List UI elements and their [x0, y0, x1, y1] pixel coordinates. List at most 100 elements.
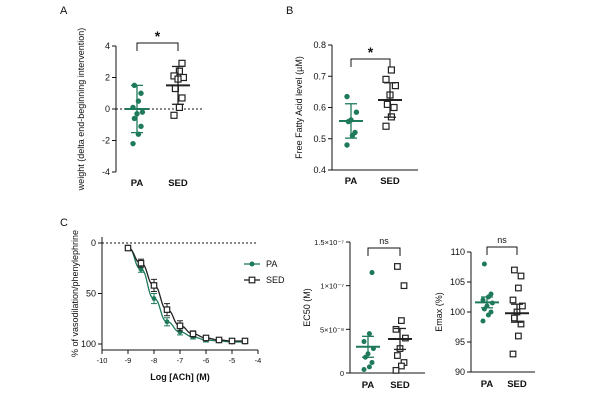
- x-tick-label: -4: [255, 356, 262, 365]
- data-point-sed: [387, 66, 395, 74]
- y-tick-label: 0.5: [313, 134, 326, 144]
- x-axis-title: Log [ACh] (M): [150, 372, 209, 382]
- category-label: PA: [481, 379, 494, 390]
- y-axis-title: Emax (%): [434, 292, 444, 332]
- series-line-pa: [127, 246, 245, 343]
- data-point-sed: [382, 75, 390, 83]
- x-tick-label: -6: [203, 356, 210, 365]
- data-point-sed: [390, 103, 398, 112]
- legend-label-sed: SED: [266, 275, 285, 285]
- panel-c-ec50-chart: 0 5×10⁻⁸ 1×10⁻⁷ 1.5×10⁻⁷ EC50 (M) PA SED ns: [302, 236, 425, 391]
- data-point-pa: [151, 296, 157, 301]
- data-point-pa: [369, 270, 375, 276]
- data-point-sed: [215, 336, 223, 344]
- data-point-sed: [178, 59, 186, 67]
- data-point-sed: [124, 244, 132, 252]
- data-point-pa: [366, 331, 372, 337]
- data-point-sed: [518, 302, 526, 310]
- data-point-sed: [382, 122, 390, 130]
- category-label: SED: [507, 379, 527, 390]
- data-point-pa: [138, 123, 144, 130]
- data-point-sed: [137, 259, 145, 267]
- y-tick-label: 0: [91, 238, 96, 248]
- data-point-sed: [150, 282, 158, 289]
- panel-label-c: C: [60, 217, 68, 229]
- y-axis-title: weight (delta end-beginning intervention…: [76, 28, 86, 192]
- y-tick-label: 100: [450, 307, 465, 317]
- data-point-sed: [175, 103, 183, 112]
- category-label: PA: [345, 176, 358, 187]
- y-tick-label: 0.4: [313, 165, 326, 175]
- data-point-sed: [398, 362, 405, 370]
- significance-label: *: [368, 44, 374, 60]
- y-tick-label: 0.7: [313, 71, 326, 81]
- significance-label: *: [155, 28, 161, 44]
- data-point-sed: [176, 322, 184, 330]
- panel-label-b: B: [286, 5, 293, 17]
- data-point-pa: [164, 319, 170, 325]
- data-point-pa: [353, 109, 360, 115]
- panel-c-emax-chart: 90 95 100 105 110 Emax (%) PA SED ns: [434, 235, 535, 390]
- data-point-sed: [514, 332, 522, 340]
- y-tick-label: 5×10⁻⁸: [320, 325, 344, 334]
- data-point-sed: [241, 337, 249, 345]
- legend-marker-sed: [248, 276, 256, 284]
- significance-label: ns: [497, 235, 507, 245]
- data-point-pa: [480, 297, 486, 303]
- data-point-sed: [398, 317, 405, 324]
- y-tick-label: 0: [340, 369, 344, 378]
- data-point-sed: [394, 263, 401, 270]
- significance-bracket: [367, 247, 401, 256]
- y-tick-label: 0: [105, 104, 110, 114]
- y-tick-label: -2: [102, 136, 110, 146]
- x-tick-label: -8: [151, 356, 158, 365]
- y-axis-title: % of vasodilation/phenylephrine: [70, 230, 80, 357]
- y-tick-label: 0.8: [313, 40, 326, 50]
- y-axis-title: EC50 (M): [302, 288, 312, 327]
- data-point-pa: [138, 266, 144, 272]
- significance-bracket: [486, 246, 518, 255]
- legend-marker-pa: [249, 261, 255, 267]
- data-point-sed: [392, 325, 400, 333]
- data-point-sed: [517, 320, 525, 328]
- significance-bracket: [350, 58, 391, 67]
- y-tick-label: 105: [450, 277, 465, 287]
- y-tick-label: 95: [455, 337, 465, 347]
- y-tick-label: 100: [81, 339, 96, 349]
- data-point-sed: [163, 306, 171, 313]
- category-label: SED: [380, 176, 400, 187]
- data-point-sed: [394, 352, 401, 359]
- data-point-pa: [131, 115, 138, 122]
- data-point-pa: [344, 93, 350, 100]
- y-tick-label: 0.6: [313, 103, 326, 113]
- category-label: PA: [131, 178, 144, 189]
- data-point-sed: [391, 82, 399, 90]
- significance-label: ns: [379, 236, 389, 246]
- data-point-sed: [511, 266, 518, 274]
- data-point-pa: [361, 339, 367, 345]
- panel-label-a: A: [60, 5, 68, 17]
- data-point-sed: [509, 350, 517, 358]
- y-tick-label: 110: [451, 247, 465, 257]
- x-tick-label: -9: [125, 356, 132, 365]
- data-point-sed: [170, 111, 178, 119]
- y-tick-label: 50: [86, 289, 96, 299]
- x-tick-label: -7: [177, 356, 184, 365]
- panel-c-dose-response-chart: 0 50 100-10 -9 -8 -7 -6 -5 -4 Log [ACh] (M) % of v…: [70, 230, 285, 382]
- y-tick-label: 4: [105, 41, 110, 51]
- data-point-sed: [189, 330, 197, 338]
- data-point-pa: [344, 142, 350, 148]
- data-point-sed: [509, 296, 517, 304]
- y-tick-label: 90: [455, 367, 465, 377]
- x-tick-label: -10: [97, 356, 108, 365]
- data-point-sed: [517, 272, 525, 280]
- y-tick-label: -4: [102, 167, 110, 177]
- panel-a-chart: -4 -2 0 2 4 weight (delta end-beginning inter…: [76, 28, 204, 192]
- data-point-sed: [228, 337, 236, 345]
- category-label: SED: [390, 380, 410, 391]
- legend-label-pa: PA: [266, 259, 277, 269]
- x-tick-label: -5: [229, 356, 236, 365]
- category-label: SED: [168, 178, 188, 189]
- significance-bracket: [136, 42, 179, 51]
